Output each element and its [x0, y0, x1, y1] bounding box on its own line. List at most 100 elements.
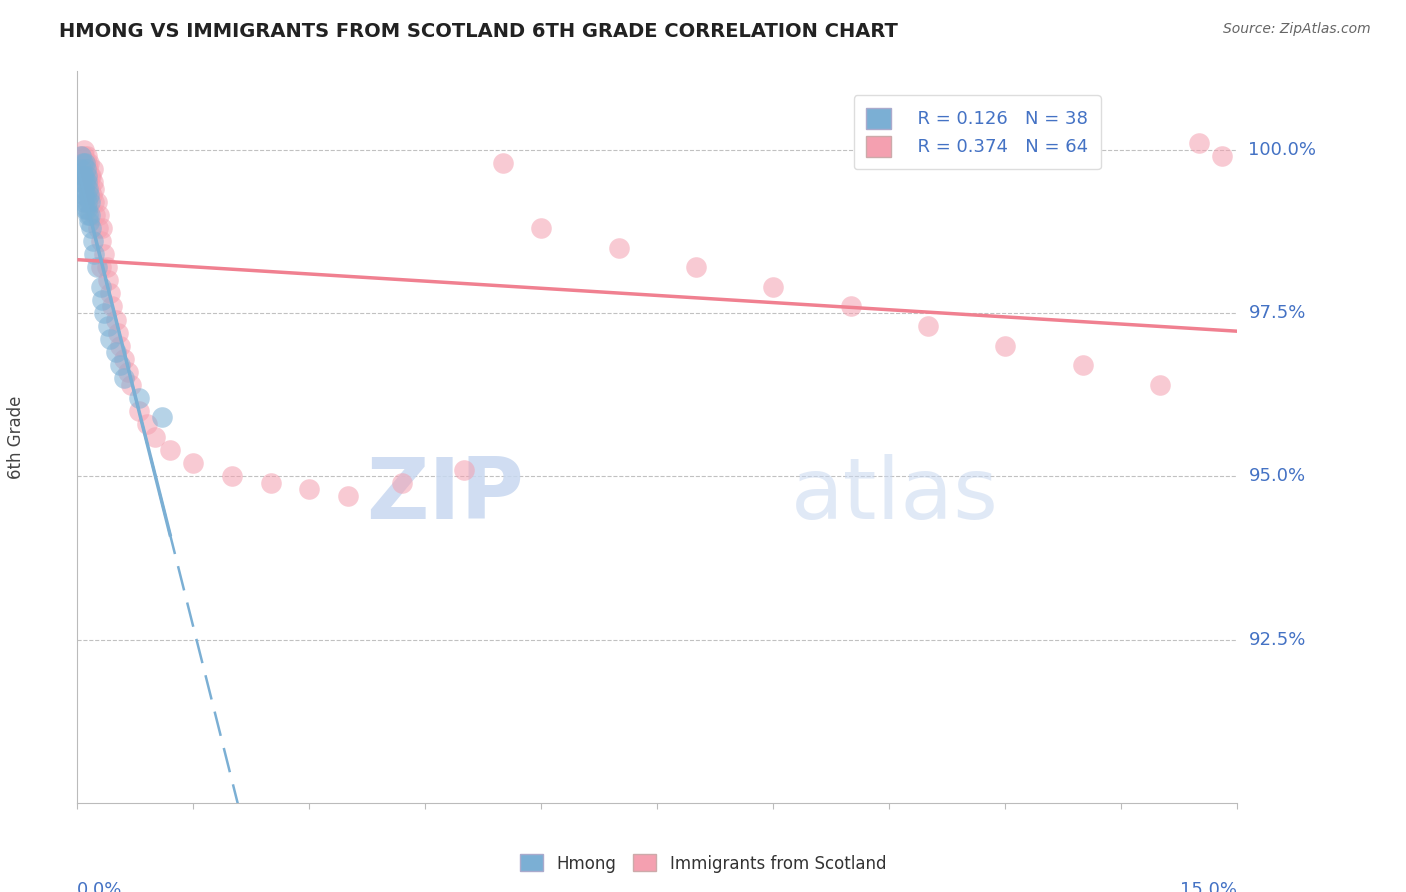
Point: [73, 149, 96, 163]
Point: [1211, 149, 1233, 163]
Point: [105, 345, 127, 359]
Point: [90, 260, 111, 275]
Point: [75, 188, 97, 202]
Text: HMONG VS IMMIGRANTS FROM SCOTLAND 6TH GRADE CORRELATION CHART: HMONG VS IMMIGRANTS FROM SCOTLAND 6TH GR…: [59, 22, 898, 41]
Point: [917, 319, 939, 334]
Point: [83, 194, 105, 209]
Legend: Hmong, Immigrants from Scotland: Hmong, Immigrants from Scotland: [513, 847, 893, 880]
Point: [107, 326, 129, 340]
Point: [70, 149, 93, 163]
Point: [108, 338, 131, 352]
Point: [75, 202, 96, 216]
Point: [1149, 377, 1171, 392]
Point: [76, 202, 98, 216]
Point: [112, 371, 135, 385]
Point: [72, 182, 94, 196]
Point: [453, 463, 475, 477]
Text: 92.5%: 92.5%: [1249, 631, 1306, 648]
Point: [80, 221, 103, 235]
Point: [75, 175, 96, 189]
Point: [70, 149, 93, 163]
Point: [84, 208, 107, 222]
Point: [79, 169, 101, 183]
Point: [77, 208, 100, 222]
Point: [77, 162, 100, 177]
Point: [91, 221, 114, 235]
Point: [93, 247, 115, 261]
Text: Source: ZipAtlas.com: Source: ZipAtlas.com: [1223, 22, 1371, 37]
Point: [77, 214, 100, 228]
Point: [73, 169, 96, 183]
Point: [79, 208, 101, 222]
Point: [120, 377, 143, 392]
Point: [336, 489, 359, 503]
Point: [77, 155, 100, 169]
Point: [70, 155, 93, 169]
Text: 6th Grade: 6th Grade: [7, 395, 25, 479]
Text: 100.0%: 100.0%: [1249, 141, 1316, 159]
Point: [76, 175, 98, 189]
Point: [75, 162, 97, 177]
Point: [82, 175, 104, 189]
Text: 15.0%: 15.0%: [1180, 881, 1237, 892]
Point: [72, 143, 94, 157]
Text: ZIP: ZIP: [366, 454, 524, 537]
Point: [86, 260, 108, 275]
Point: [76, 149, 98, 163]
Point: [96, 260, 118, 275]
Point: [72, 162, 94, 177]
Point: [530, 221, 553, 235]
Point: [117, 365, 139, 379]
Point: [221, 469, 243, 483]
Point: [112, 351, 135, 366]
Point: [159, 443, 181, 458]
Point: [75, 162, 97, 177]
Point: [83, 182, 105, 196]
Point: [97, 319, 120, 334]
Point: [994, 338, 1017, 352]
Point: [75, 155, 96, 169]
Point: [72, 169, 94, 183]
Point: [90, 234, 111, 248]
Point: [77, 182, 100, 196]
Point: [76, 169, 98, 183]
Point: [70, 162, 93, 177]
Point: [90, 280, 111, 294]
Legend:   R = 0.126   N = 38,   R = 0.374   N = 64: R = 0.126 N = 38, R = 0.374 N = 64: [853, 95, 1101, 169]
Point: [298, 483, 321, 497]
Point: [75, 175, 96, 189]
Point: [135, 417, 157, 431]
Point: [75, 155, 96, 169]
Point: [80, 169, 103, 183]
Point: [93, 306, 115, 320]
Point: [98, 332, 121, 346]
Point: [76, 155, 98, 169]
Point: [1187, 136, 1209, 151]
Point: [77, 175, 100, 189]
Text: atlas: atlas: [790, 454, 998, 537]
Point: [391, 475, 413, 490]
Point: [76, 169, 98, 183]
Point: [128, 391, 150, 405]
Point: [72, 155, 94, 169]
Point: [73, 188, 96, 202]
Point: [762, 280, 785, 294]
Point: [492, 155, 515, 169]
Point: [76, 194, 98, 209]
Point: [83, 247, 105, 261]
Point: [72, 169, 94, 183]
Point: [183, 456, 205, 470]
Point: [97, 273, 120, 287]
Text: 97.5%: 97.5%: [1249, 304, 1306, 322]
Text: 95.0%: 95.0%: [1249, 467, 1306, 485]
Point: [143, 430, 166, 444]
Point: [87, 221, 110, 235]
Point: [86, 194, 108, 209]
Point: [259, 475, 281, 490]
Point: [91, 293, 114, 307]
Point: [87, 208, 110, 222]
Point: [1071, 358, 1094, 372]
Point: [98, 286, 121, 301]
Point: [82, 234, 104, 248]
Point: [72, 194, 94, 209]
